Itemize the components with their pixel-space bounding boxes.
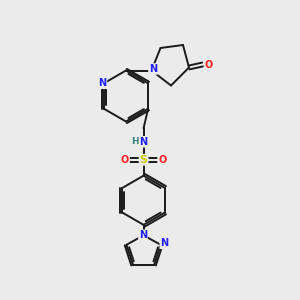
Text: N: N xyxy=(160,238,168,248)
Text: N: N xyxy=(139,230,147,240)
Text: O: O xyxy=(158,155,166,165)
Text: N: N xyxy=(149,64,157,74)
Text: O: O xyxy=(205,59,213,70)
Text: N: N xyxy=(140,137,148,147)
Text: H: H xyxy=(131,137,139,146)
Text: N: N xyxy=(98,78,106,88)
Text: S: S xyxy=(140,155,148,165)
Text: O: O xyxy=(121,155,129,165)
